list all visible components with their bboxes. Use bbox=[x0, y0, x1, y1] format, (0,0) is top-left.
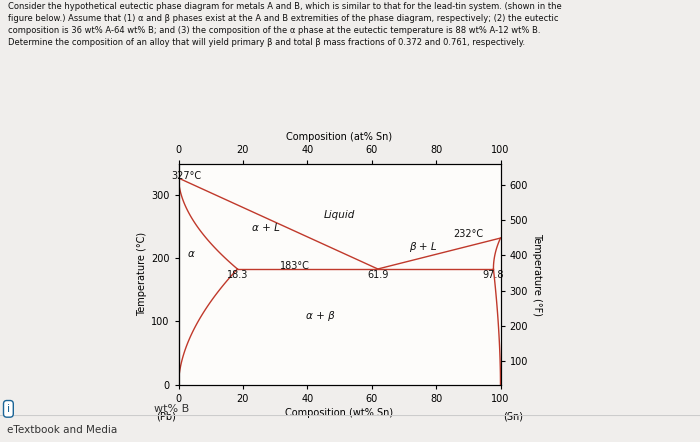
Text: (Pb): (Pb) bbox=[155, 411, 176, 421]
Text: 232°C: 232°C bbox=[453, 229, 484, 239]
Text: eTextbook and Media: eTextbook and Media bbox=[7, 425, 118, 435]
X-axis label: Composition (at% Sn): Composition (at% Sn) bbox=[286, 132, 393, 142]
Text: 183°C: 183°C bbox=[279, 261, 309, 271]
Text: i: i bbox=[7, 404, 10, 414]
Text: β + L: β + L bbox=[410, 242, 437, 252]
Text: 18.3: 18.3 bbox=[227, 270, 248, 280]
Text: 97.8: 97.8 bbox=[483, 270, 504, 280]
Text: Liquid: Liquid bbox=[324, 210, 355, 220]
Text: Consider the hypothetical eutectic phase diagram for metals A and B, which is si: Consider the hypothetical eutectic phase… bbox=[8, 2, 562, 46]
Text: 327°C: 327°C bbox=[172, 171, 202, 180]
Text: α + β: α + β bbox=[306, 311, 335, 321]
Text: α + L: α + L bbox=[251, 223, 279, 233]
Text: α: α bbox=[188, 249, 195, 259]
Y-axis label: Temperature (°F): Temperature (°F) bbox=[532, 232, 542, 316]
Text: (Sn): (Sn) bbox=[503, 411, 524, 421]
X-axis label: Composition (wt% Sn): Composition (wt% Sn) bbox=[286, 408, 393, 418]
Y-axis label: Temperature (°C): Temperature (°C) bbox=[136, 232, 147, 316]
Text: wt% B: wt% B bbox=[154, 404, 189, 414]
Text: 61.9: 61.9 bbox=[367, 270, 389, 280]
